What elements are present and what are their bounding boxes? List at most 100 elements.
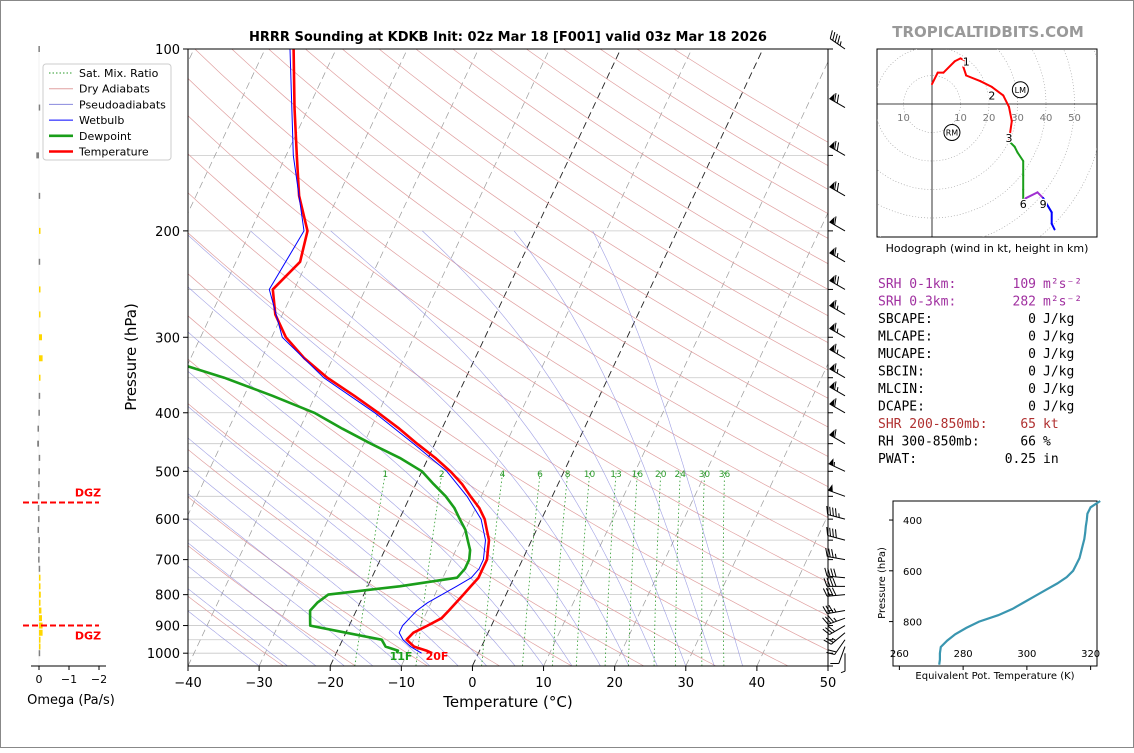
barb-full <box>832 31 836 41</box>
omega-bar <box>38 556 40 563</box>
mixing-ratio-line <box>722 471 725 666</box>
hodograph-segment <box>953 57 962 63</box>
index-label: SRH 0-1km: <box>878 277 956 292</box>
index-label: SRH 0-3km: <box>878 295 956 310</box>
omega-bar <box>39 591 41 598</box>
omega-bar <box>39 599 41 606</box>
wind-barbs <box>822 30 846 674</box>
barb-staff <box>829 403 846 414</box>
wind-barb <box>829 216 846 232</box>
barb-flag <box>829 381 835 390</box>
barb-full <box>834 322 837 332</box>
barb-staff <box>838 646 846 664</box>
wind-barb <box>840 653 846 674</box>
mixing-ratio-line <box>701 471 705 666</box>
index-value: 282 <box>1013 295 1036 310</box>
pseudoadiabat <box>188 406 487 666</box>
theta-e-x-label: Equivalent Pot. Temperature (K) <box>915 671 1074 682</box>
pseudoadiabat <box>188 234 601 666</box>
omega-bar <box>38 392 41 399</box>
dry-adiabat <box>188 115 828 550</box>
dry-adiabat <box>342 49 828 371</box>
hodograph-ring-label: 10 <box>897 113 910 124</box>
barb-half <box>833 608 837 613</box>
barb-full <box>829 527 832 537</box>
omega-bar <box>39 334 42 341</box>
dry-adiabat <box>188 192 828 617</box>
index-unit: kt <box>1043 417 1059 432</box>
omega-bar <box>39 286 41 293</box>
barb-full <box>827 615 835 623</box>
barb-full <box>822 588 828 597</box>
barb-staff <box>829 38 846 50</box>
height-label: 6 <box>1020 198 1027 211</box>
height-label: 1 <box>963 55 970 68</box>
barb-flag <box>829 398 835 407</box>
barb-full <box>833 568 837 578</box>
barb-flag <box>829 323 835 331</box>
mixing-ratio-line <box>415 471 443 666</box>
omega-bar <box>38 650 41 657</box>
barb-full <box>830 662 839 665</box>
dgz-label: DGZ <box>75 486 101 499</box>
barb-full <box>828 548 831 558</box>
hodograph-segment <box>931 71 939 86</box>
barb-full <box>837 35 841 44</box>
pseudoadiabat <box>188 565 317 666</box>
hodograph-ring-label: 30 <box>1011 113 1024 124</box>
wind-barb <box>823 578 845 587</box>
hodograph-segment <box>1013 145 1019 154</box>
omega-bar <box>39 355 43 362</box>
pseudoadiabat <box>188 466 431 666</box>
omega-x-tick-label: −1 <box>61 673 77 686</box>
mixing-ratio-line <box>675 471 681 666</box>
index-label: MUCAPE: <box>878 347 933 362</box>
barb-full <box>825 637 834 643</box>
barb-flag <box>829 275 835 283</box>
omega-bar <box>38 537 40 544</box>
theta-e-y-tick-label: 400 <box>903 516 922 527</box>
barb-half <box>836 387 839 392</box>
barb-half <box>831 637 837 641</box>
isotherm-line <box>756 514 828 666</box>
y-tick-label: 900 <box>155 620 180 635</box>
barb-half <box>836 368 839 374</box>
barb-half <box>839 41 842 46</box>
legend-label: Temperature <box>78 146 149 159</box>
isotherm-line <box>258 49 550 666</box>
dry-adiabat <box>415 49 828 317</box>
wind-barb <box>829 381 846 397</box>
hodograph-segment <box>1016 151 1025 162</box>
wind-barb <box>829 140 846 156</box>
mixing-ratio-label: 13 <box>610 470 621 480</box>
y-tick-label: 100 <box>155 43 180 58</box>
hodograph-segment <box>1007 105 1013 123</box>
omega-panel: DGZ DGZ 0 −1 −2 <box>23 46 107 686</box>
x-tick-label: −40 <box>174 676 201 691</box>
pseudoadiabat <box>188 518 374 666</box>
omega-bar <box>39 574 41 581</box>
index-unit: m²s⁻² <box>1043 277 1082 292</box>
barb-flag <box>829 363 835 372</box>
dry-adiabat <box>268 49 828 428</box>
wind-barb <box>829 398 846 414</box>
barb-half <box>836 328 839 333</box>
omega-bar <box>38 565 41 572</box>
barb-full <box>828 605 834 613</box>
skewt-profiles <box>188 49 491 655</box>
barb-full <box>829 506 832 516</box>
barb-staff <box>829 98 846 108</box>
wind-barb <box>829 30 846 50</box>
barb-full <box>830 568 834 577</box>
y-tick-label: 700 <box>155 554 180 569</box>
theta-e-y-tick-label: 800 <box>903 618 922 629</box>
dewpoint-profile <box>188 365 472 654</box>
mixing-ratio-line <box>575 471 591 666</box>
barb-full <box>831 587 837 596</box>
dry-adiabat <box>188 153 828 583</box>
wind-barb <box>829 363 846 379</box>
omega-x-tick-label: 0 <box>36 673 43 686</box>
wind-barb <box>828 458 846 472</box>
isotherm-line <box>614 211 828 666</box>
legend-label: Dewpoint <box>79 130 132 143</box>
